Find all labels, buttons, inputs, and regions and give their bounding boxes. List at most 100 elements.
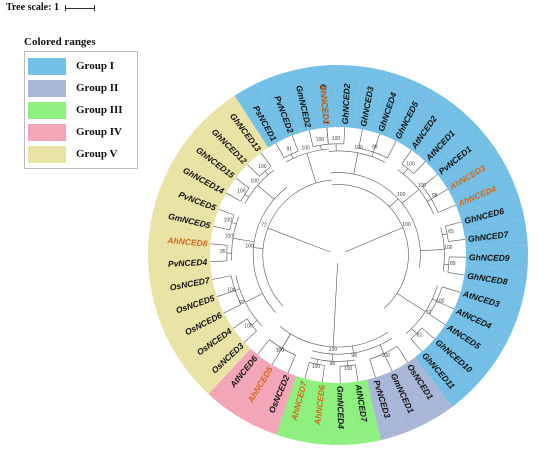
clade-arc-35 — [312, 143, 329, 147]
range-sector-osnced6 — [163, 305, 229, 353]
branch-ghnced3 — [358, 129, 363, 149]
legend-item-group-3: Group III — [28, 99, 134, 121]
clade-stem-34 — [290, 154, 294, 159]
range-sector-psnced1 — [234, 82, 284, 148]
branch-osnced4 — [232, 318, 248, 329]
branch-osnced1 — [397, 346, 408, 363]
bootstrap-value: 91 — [287, 147, 293, 153]
range-sector-pvnced1 — [431, 125, 494, 182]
range-sector-gmnced5 — [150, 199, 216, 235]
branch-pvnced4 — [210, 260, 227, 262]
clade-arc-26 — [401, 163, 415, 174]
range-sector-ghnced10 — [428, 332, 490, 390]
legend-item-group-1: Group I — [28, 55, 134, 77]
clade-stem-32 — [244, 194, 249, 198]
range-sector-pvnced2 — [257, 73, 301, 139]
legend-title: Colored ranges — [24, 36, 96, 48]
bootstrap-value: 100 — [227, 288, 236, 294]
bootstrap-value: 100 — [418, 183, 427, 189]
branch-ghnced13 — [260, 152, 272, 167]
legend-item-group-5: Group V — [28, 143, 134, 165]
bootstrap-value: 100 — [344, 366, 353, 372]
tree-scale-bar — [64, 4, 95, 11]
bootstrap-value: 72 — [261, 223, 267, 229]
branch-atnced3 — [441, 286, 461, 293]
clade-arc-34 — [283, 150, 299, 159]
range-sector-ahnced6 — [301, 380, 332, 445]
branch-ahnced6 — [322, 365, 325, 383]
bootstrap-value: 100 — [258, 164, 267, 170]
branch-ghnced14 — [225, 192, 241, 202]
clade-stem-19 — [426, 198, 432, 202]
legend-swatch-group-2 — [28, 79, 66, 97]
bootstrap-value: 100 — [354, 145, 363, 151]
clade-stem-11 — [306, 153, 317, 184]
bootstrap-labels: 100 72 100 100 100 98 92 100 100 93 98 100 100 100 100… — [220, 136, 456, 372]
range-sector-osnced5 — [154, 288, 221, 330]
bootstrap-value: 98 — [329, 361, 335, 367]
branch-ghnced5 — [387, 140, 397, 159]
clade-arc-29 — [246, 318, 257, 332]
legend-label-group-5: Group V — [76, 148, 118, 160]
range-sector-atnced2 — [403, 92, 458, 156]
clade-arc-32 — [240, 187, 250, 202]
legend-swatch-group-4 — [28, 123, 66, 141]
range-sector-ghnced12 — [194, 111, 255, 172]
bootstrap-value: 100 — [406, 161, 415, 167]
clade-stem-24 — [316, 359, 318, 365]
clade-stem-22 — [411, 328, 417, 334]
clade-stem-2 — [389, 198, 399, 208]
bootstrap-value: 65 — [448, 229, 454, 235]
bootstrap-value: 100 — [276, 348, 285, 354]
bootstrap-value: 89 — [450, 261, 456, 267]
clade-stem-6 — [396, 293, 426, 312]
branch-pvnced3 — [369, 358, 376, 378]
clade-stem-15 — [379, 344, 385, 354]
range-sector-pvnced3 — [366, 374, 407, 441]
bootstrap-value: 93 — [239, 300, 245, 306]
branch-pvnced5 — [218, 208, 235, 216]
bootstrap-value: 100 — [397, 192, 406, 198]
branch-psnced1 — [275, 142, 285, 158]
bootstrap-value: 100 — [224, 217, 233, 223]
branch-ahnced8 — [210, 243, 228, 246]
legend-label-group-1: Group I — [76, 60, 115, 72]
branch-gmnced2 — [308, 130, 314, 147]
range-sector-osnced7 — [149, 270, 215, 305]
clade-arc-20 — [230, 275, 242, 305]
range-sector-ahnced5 — [229, 359, 280, 425]
branch-ahnced5 — [271, 348, 283, 365]
bootstrap-value: 100 — [302, 145, 311, 151]
range-sector-ghnced15 — [178, 130, 242, 186]
bootstrap-value: 98 — [432, 193, 438, 199]
branch-atnced7 — [355, 364, 359, 382]
bootstrap-value: 100 — [402, 222, 411, 228]
clade-stem-5 — [352, 345, 354, 354]
clade-arc-22 — [410, 327, 423, 340]
branch-ghnced15 — [235, 177, 250, 189]
branch-gmnced5 — [213, 225, 230, 231]
clade-stem-27 — [442, 233, 448, 235]
branch-atnced2 — [401, 149, 412, 165]
clade-arc-24 — [309, 362, 325, 366]
range-sector-atnced1 — [418, 107, 477, 168]
branch-osnced7 — [212, 275, 232, 280]
range-sector-ghnced3 — [353, 66, 388, 132]
branch-ghnced12 — [247, 164, 260, 177]
legend-box: Group I Group II Group III Group IV Grou… — [24, 51, 138, 169]
range-sector-osnced4 — [175, 320, 239, 375]
legend-item-group-4: Group IV — [28, 121, 134, 143]
bootstrap-value: 100 — [244, 323, 253, 329]
range-sector-ghnced6 — [459, 193, 525, 231]
branch-atnced5 — [429, 314, 446, 325]
leaf-label-ahnced6: AhNCED6 — [312, 384, 327, 426]
range-sector-ghnced13 — [213, 95, 269, 159]
range-sector-ghnced8 — [462, 266, 528, 298]
range-sector-atnced4 — [449, 300, 516, 348]
clade-arc-1 — [262, 179, 332, 307]
clade-arc-10 — [310, 357, 355, 362]
leaf-label-ghnced2: GhNCED2 — [340, 83, 352, 124]
clade-stem-13 — [232, 238, 255, 243]
clade-stem-33 — [264, 170, 269, 175]
range-sector-ahnced3 — [442, 146, 508, 197]
